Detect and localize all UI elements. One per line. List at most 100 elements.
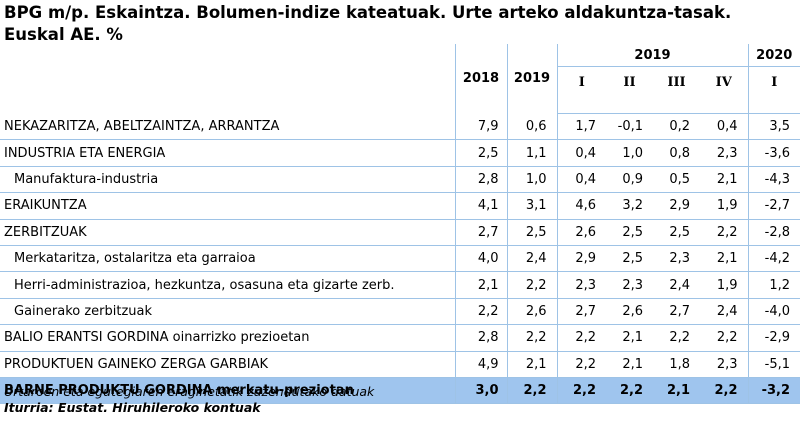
value-2019-q3: 2,4 [653, 271, 700, 299]
value-2020-q1: 1,2 [747, 271, 800, 299]
value-2018: 2,8 [454, 324, 507, 352]
value-2019-q1: 2,2 [556, 324, 606, 352]
value-2019-q4: 2,2 [700, 324, 748, 352]
table-row: NEKAZARITZA, ABELTZAINTZA, ARRANTZA 7,9 … [0, 113, 800, 141]
value-2020-q1: -2,8 [747, 219, 800, 246]
total-row: BARNE PRODUKTU GORDINA merkatu-preziotan… [0, 377, 800, 404]
table-row: Herri-administrazioa, hezkuntza, osasuna… [0, 271, 800, 299]
value-2019-q1: 1,7 [556, 113, 606, 141]
value-2019-q2: 2,6 [606, 298, 653, 326]
value-2019-q4: 2,1 [700, 166, 748, 194]
value-2019-q4: 0,4 [700, 113, 748, 141]
header-q4-2019: IV [700, 66, 748, 114]
total-value-2019-q1: 2,2 [556, 377, 606, 404]
value-2019: 2,5 [506, 219, 557, 246]
value-2019-q3: 0,8 [653, 139, 700, 167]
value-2019: 2,6 [506, 298, 557, 326]
value-2019-q1: 0,4 [556, 166, 606, 194]
value-2019-q3: 0,5 [653, 166, 700, 194]
footnote: Urtaroen eta egutegiaren eraginetatik zu… [4, 384, 375, 399]
value-2019: 1,1 [506, 139, 557, 167]
total-value-2019-q3: 2,1 [653, 377, 700, 404]
total-value-2018: 3,0 [454, 377, 507, 404]
header-2019: 2019 [506, 44, 557, 114]
row-label: Merkataritza, ostalaritza eta garraioa [0, 245, 455, 273]
value-2019-q4: 2,1 [700, 245, 748, 273]
title-line-2: Euskal AE. % [4, 25, 123, 44]
value-2019-q2: 2,5 [606, 219, 653, 246]
value-2019-q1: 2,6 [556, 219, 606, 246]
row-label: NEKAZARITZA, ABELTZAINTZA, ARRANTZA [0, 113, 455, 141]
value-2019-q2: 2,1 [606, 351, 653, 378]
value-2020-q1: -5,1 [747, 351, 800, 378]
value-2019-q2: 0,9 [606, 166, 653, 194]
value-2019-q2: 3,2 [606, 192, 653, 220]
value-2019: 0,6 [506, 113, 557, 141]
value-2019-q1: 2,7 [556, 298, 606, 326]
total-value-2019-q4: 2,2 [700, 377, 748, 404]
table-row: PRODUKTUEN GAINEKO ZERGA GARBIAK 4,9 2,1… [0, 351, 800, 378]
value-2019-q4: 2,3 [700, 351, 748, 378]
header-q3-2019: III [653, 66, 700, 114]
value-2018: 2,1 [454, 271, 507, 299]
value-2019: 2,1 [506, 351, 557, 378]
row-label: BALIO ERANTSI GORDINA oinarrizko prezioe… [0, 324, 455, 352]
source-note: Iturria: Eustat. Hiruhileroko kontuak [4, 400, 261, 415]
table-body: NEKAZARITZA, ABELTZAINTZA, ARRANTZA 7,9 … [0, 113, 800, 404]
row-label: ZERBITZUAK [0, 219, 455, 246]
value-2020-q1: -4,2 [747, 245, 800, 273]
header-2018: 2018 [454, 44, 507, 114]
value-2018: 2,8 [454, 166, 507, 194]
value-2019-q4: 1,9 [700, 271, 748, 299]
header-row-years: 2018 2019 2019 2020 [0, 44, 800, 114]
row-label: Gainerako zerbitzuak [0, 298, 455, 326]
value-2019: 2,2 [506, 324, 557, 352]
value-2019-q2: -0,1 [606, 113, 653, 141]
header-q2-2019: II [606, 66, 653, 114]
value-2019-q3: 2,7 [653, 298, 700, 326]
header-row-quarters: I II III IV I [0, 66, 800, 114]
value-2018: 4,1 [454, 192, 507, 220]
table-row: Merkataritza, ostalaritza eta garraioa 4… [0, 245, 800, 273]
value-2019-q4: 2,4 [700, 298, 748, 326]
row-label: ERAIKUNTZA [0, 192, 455, 220]
value-2020-q1: -2,9 [747, 324, 800, 352]
value-2018: 7,9 [454, 113, 507, 141]
value-2019-q1: 2,2 [556, 351, 606, 378]
value-2018: 2,2 [454, 298, 507, 326]
table-row: Manufaktura-industria 2,8 1,0 0,4 0,9 0,… [0, 166, 800, 194]
gdp-table: 2018 2019 2019 2020 I II III IV I NEKAZA… [0, 44, 800, 404]
total-label: BARNE PRODUKTU GORDINA merkatu-preziotan [0, 377, 455, 404]
value-2018: 4,0 [454, 245, 507, 273]
row-label: Herri-administrazioa, hezkuntza, osasuna… [0, 271, 455, 299]
header-group-2020: 2020 [747, 44, 800, 67]
value-2018: 2,5 [454, 139, 507, 167]
value-2019-q2: 1,0 [606, 139, 653, 167]
value-2019-q3: 2,3 [653, 245, 700, 273]
row-label: PRODUKTUEN GAINEKO ZERGA GARBIAK [0, 351, 455, 378]
value-2019-q1: 4,6 [556, 192, 606, 220]
value-2019: 2,2 [506, 271, 557, 299]
table-row: INDUSTRIA ETA ENERGIA 2,5 1,1 0,4 1,0 0,… [0, 139, 800, 167]
value-2019-q3: 2,5 [653, 219, 700, 246]
title-line-1: BPG m/p. Eskaintza. Bolumen-indize katea… [4, 3, 732, 22]
value-2020-q1: -2,7 [747, 192, 800, 220]
value-2019-q1: 2,9 [556, 245, 606, 273]
table-row: ERAIKUNTZA 4,1 3,1 4,6 3,2 2,9 1,9 -2,7 [0, 192, 800, 220]
value-2019: 2,4 [506, 245, 557, 273]
value-2020-q1: -4,0 [747, 298, 800, 326]
value-2019-q4: 2,2 [700, 219, 748, 246]
value-2019-q4: 1,9 [700, 192, 748, 220]
total-value-2019-q2: 2,2 [606, 377, 653, 404]
table-row: ZERBITZUAK 2,7 2,5 2,6 2,5 2,5 2,2 -2,8 [0, 219, 800, 246]
value-2018: 4,9 [454, 351, 507, 378]
value-2019-q2: 2,3 [606, 271, 653, 299]
header-q1-2020: I [747, 66, 800, 114]
value-2019-q3: 1,8 [653, 351, 700, 378]
value-2019: 1,0 [506, 166, 557, 194]
table-title: BPG m/p. Eskaintza. Bolumen-indize katea… [4, 2, 794, 46]
value-2019-q3: 0,2 [653, 113, 700, 141]
value-2018: 2,7 [454, 219, 507, 246]
table-row: BALIO ERANTSI GORDINA oinarrizko prezioe… [0, 324, 800, 352]
value-2020-q1: -4,3 [747, 166, 800, 194]
